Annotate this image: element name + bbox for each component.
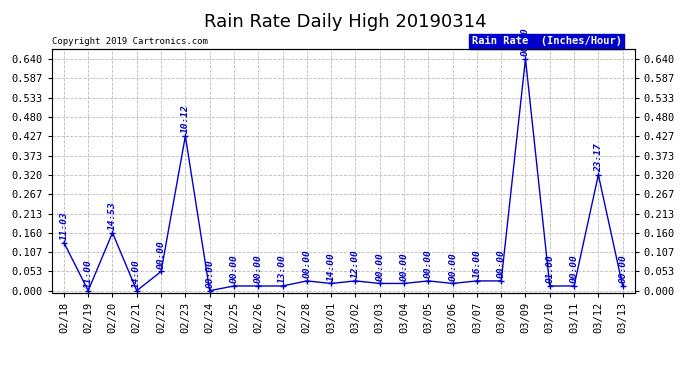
Text: 00:00: 00:00	[448, 252, 457, 280]
Text: 00:00: 00:00	[400, 252, 408, 280]
Text: 00:00: 00:00	[230, 255, 239, 283]
Text: 00:00: 00:00	[569, 255, 579, 283]
Text: 00:00: 00:00	[618, 255, 627, 283]
Text: Rain Rate  (Inches/Hour): Rain Rate (Inches/Hour)	[471, 36, 622, 46]
Text: 16:00: 16:00	[473, 249, 482, 278]
Text: 00:00: 00:00	[254, 255, 263, 283]
Text: 00:00: 00:00	[157, 240, 166, 269]
Text: 00:00: 00:00	[497, 249, 506, 278]
Text: 14:53: 14:53	[108, 201, 117, 230]
Text: 00:00: 00:00	[424, 249, 433, 278]
Text: 14:00: 14:00	[326, 252, 335, 280]
Text: 12:00: 12:00	[351, 249, 360, 278]
Text: 23:17: 23:17	[594, 143, 603, 172]
Text: 00:00: 00:00	[521, 27, 530, 56]
Text: 13:00: 13:00	[278, 255, 287, 283]
Text: 01:00: 01:00	[545, 255, 554, 283]
Text: 11:03: 11:03	[59, 211, 68, 240]
Text: Rain Rate Daily High 20190314: Rain Rate Daily High 20190314	[204, 13, 486, 31]
Text: 10:12: 10:12	[181, 105, 190, 133]
Text: 00:00: 00:00	[375, 252, 384, 280]
Text: Copyright 2019 Cartronics.com: Copyright 2019 Cartronics.com	[52, 38, 208, 46]
Text: 00:00: 00:00	[302, 249, 311, 278]
Text: 11:00: 11:00	[83, 259, 92, 288]
Text: 00:00: 00:00	[205, 259, 214, 288]
Text: 14:00: 14:00	[132, 259, 141, 288]
